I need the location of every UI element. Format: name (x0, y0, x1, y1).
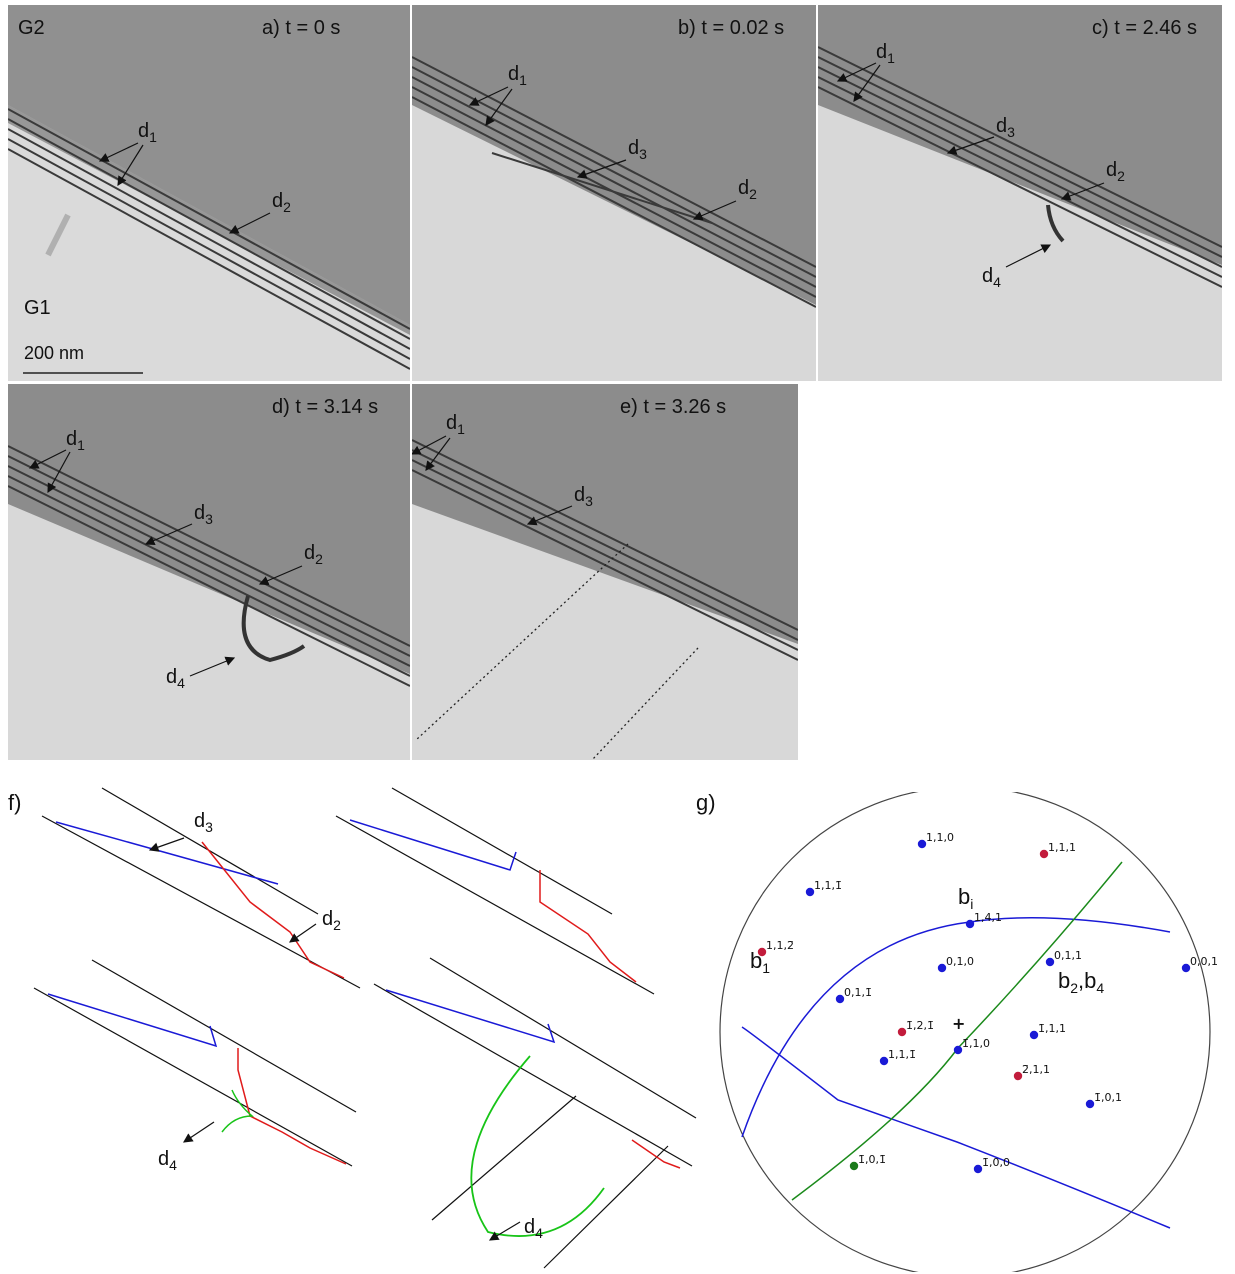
pole-marker (937, 963, 947, 973)
label-d1-e: d1 (446, 412, 465, 437)
schematic-3 (33, 959, 357, 1167)
label-d3-c: d3 (996, 115, 1015, 140)
schematic-1 (41, 787, 361, 989)
micrograph-panel-e: e) t = 3.26 s d1 d3 (412, 384, 798, 760)
pole-label: 0,1,1 (1054, 949, 1082, 962)
f-label-d2: d2 (322, 908, 341, 933)
label-d4-d: d4 (166, 666, 185, 691)
pole-label: 1̄,0,1̄ (858, 1153, 886, 1166)
label-d1-b: d1 (508, 63, 527, 88)
arrows-c (836, 62, 1105, 268)
scale-bar-label: 200 nm (24, 343, 85, 363)
pole-marker (973, 1164, 983, 1174)
pole-marker (849, 1161, 859, 1171)
pole-marker (1013, 1071, 1023, 1081)
pole-marker (879, 1056, 889, 1066)
label-d1-d: d1 (66, 428, 85, 453)
time-label-c: c) t = 2.46 s (1092, 17, 1198, 39)
micrograph-panel-d: d) t = 3.14 s d1 d3 d2 d4 (8, 384, 410, 760)
primitive-circle (719, 792, 1211, 1272)
f-label-d4-right: d4 (524, 1216, 543, 1241)
pole-label: 1̄,1,0 (962, 1037, 990, 1050)
pole-label: 1̄,0,1 (1094, 1091, 1122, 1104)
micrograph-image-d (8, 384, 410, 760)
pole-label: 0,0,1 (1190, 955, 1218, 968)
pole-label: 0,1,0 (946, 955, 974, 968)
label-d4-c: d4 (982, 265, 1001, 290)
label-d3-b: d3 (628, 137, 647, 162)
time-label-d: d) t = 3.14 s (272, 396, 379, 418)
pole-label: 1,1,1̄ (814, 879, 842, 892)
pole-marker (1039, 849, 1049, 859)
f-label-d4-left: d4 (158, 1148, 177, 1173)
g-label-b1: b1 (750, 948, 771, 976)
micrograph-panel-c: c) t = 2.46 s d1 d3 d2 d4 (818, 5, 1222, 381)
pole-marker (805, 887, 815, 897)
label-d3-e: d3 (574, 484, 593, 509)
micrograph-image-a (8, 5, 410, 381)
pole-marker (835, 994, 845, 1004)
pole-label: 2̄,1,1 (1022, 1063, 1050, 1076)
pole-label: 1,4,1 (974, 911, 1002, 924)
pole-label: 1,1,2̄ (766, 939, 794, 952)
micrograph-image-c (818, 5, 1222, 381)
micrograph-panel-a: a) t = 0 s G2 G1 200 nm d1 d2 (8, 5, 410, 381)
arrows-a (98, 142, 271, 234)
micrograph-image-b (412, 5, 816, 381)
pole-label: 0,1,1̄ (844, 986, 872, 999)
micrograph-panel-b: b) t = 0.02 s d1 d3 d2 (412, 5, 816, 381)
g-label-bi: bi (958, 884, 974, 912)
pole-marker (757, 947, 767, 957)
pole-marker (1181, 963, 1191, 973)
pole-marker (953, 1045, 963, 1055)
pole-label: 1,1,1̄ (888, 1048, 916, 1061)
pole-label: 1,1,0 (926, 831, 954, 844)
label-d2-b: d2 (738, 177, 757, 202)
label-d2-c: d2 (1106, 159, 1125, 184)
panel-f-label: f) (8, 790, 22, 815)
pole-marker (1029, 1030, 1039, 1040)
label-d1-c: d1 (876, 41, 895, 66)
label-d2-d: d2 (304, 542, 323, 567)
g-label-b2-b4: b2,b4 (1058, 968, 1105, 996)
schematic-2 (335, 787, 655, 995)
pole-marker (1045, 957, 1055, 967)
arrows-e (412, 435, 573, 526)
pole-label: 1̄,0,0 (982, 1156, 1010, 1169)
arrows-d (28, 449, 303, 677)
time-label-e: e) t = 3.26 s (620, 396, 727, 418)
schematic-4 (373, 957, 697, 1269)
time-label-a: a) t = 0 s (262, 17, 341, 39)
pole-marker (1085, 1099, 1095, 1109)
label-d3-d: d3 (194, 502, 213, 527)
pole-marker (897, 1027, 907, 1037)
arrows-b (468, 86, 737, 221)
pole-marker (917, 839, 927, 849)
grain-label-g2: G2 (18, 17, 45, 39)
panel-g-label: g) (696, 790, 716, 815)
great-circle-blue-2 (741, 917, 1171, 1138)
svg-text:+: + (952, 1014, 965, 1033)
great-circle-blue-1 (741, 1026, 1171, 1229)
label-d1-a: d1 (138, 120, 157, 145)
pole-label: 1̄,2,1̄ (906, 1019, 934, 1032)
panel-f-schematics (33, 787, 697, 1269)
micrograph-image-e (412, 384, 798, 760)
label-d2-a: d2 (272, 190, 291, 215)
time-label-b: b) t = 0.02 s (678, 17, 785, 39)
pole-marker (965, 919, 975, 929)
pole-label: 1,1,1 (1048, 841, 1076, 854)
f-label-d3: d3 (194, 810, 213, 835)
grain-label-g1: G1 (24, 297, 51, 319)
stereographic-projection: + 1,1,0 1,1,1 1,1,1̄ 1,4,1 1,1,2̄ 0,1,0 0,1,1 0… (719, 792, 1218, 1272)
pole-label: 1̄,1,1 (1038, 1022, 1066, 1035)
